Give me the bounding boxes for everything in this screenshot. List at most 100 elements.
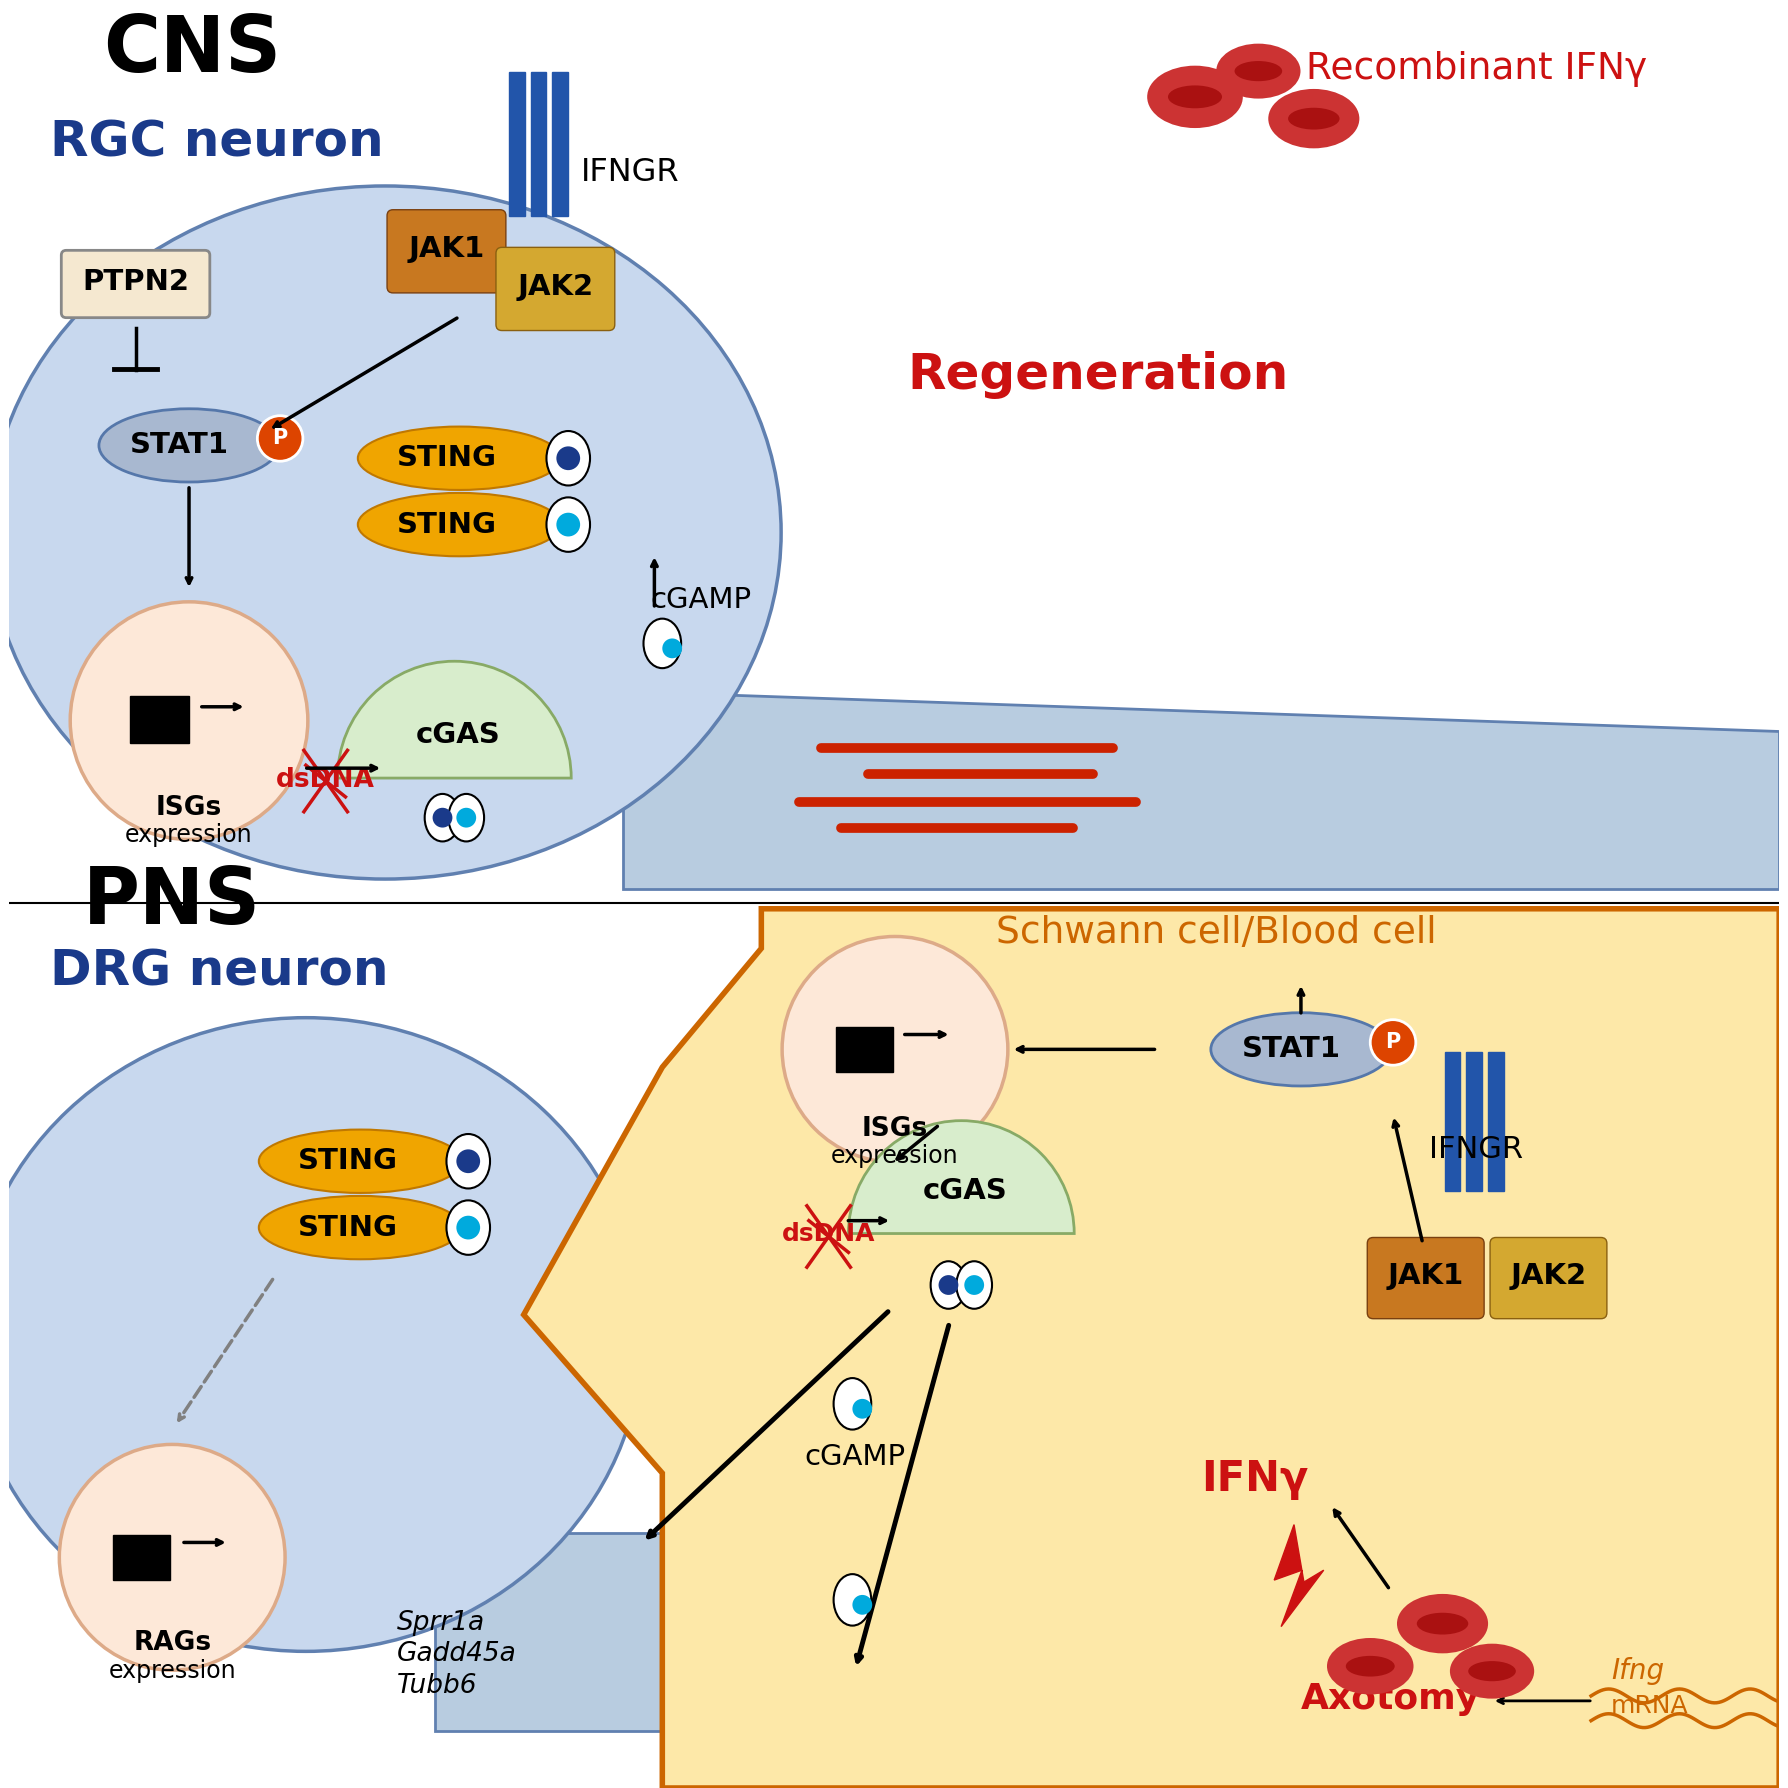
Text: Axotomy: Axotomy (1300, 1683, 1480, 1716)
Circle shape (556, 447, 579, 470)
Circle shape (556, 513, 579, 536)
Ellipse shape (1168, 86, 1221, 109)
Wedge shape (338, 662, 570, 778)
Text: STING: STING (297, 1214, 397, 1241)
FancyBboxPatch shape (61, 250, 209, 318)
Text: STAT1: STAT1 (129, 431, 229, 460)
Text: ISGs: ISGs (862, 1116, 928, 1141)
Text: JAK1: JAK1 (1387, 1262, 1464, 1291)
Circle shape (1370, 1019, 1416, 1066)
Text: STING: STING (397, 443, 497, 472)
Ellipse shape (259, 1196, 461, 1259)
Text: IFNGR: IFNGR (581, 157, 679, 188)
Wedge shape (849, 1121, 1075, 1234)
Text: expression: expression (831, 1144, 958, 1168)
Text: P: P (1386, 1032, 1400, 1053)
Ellipse shape (1216, 43, 1300, 98)
Bar (129, 696, 190, 744)
Ellipse shape (1287, 107, 1339, 129)
Ellipse shape (833, 1573, 871, 1625)
Text: DRG neuron: DRG neuron (50, 948, 390, 996)
Ellipse shape (1416, 1613, 1468, 1634)
Text: STING: STING (397, 511, 497, 538)
Ellipse shape (259, 1130, 461, 1193)
Ellipse shape (930, 1261, 966, 1309)
Text: PNS: PNS (82, 864, 261, 940)
Text: JAK2: JAK2 (1511, 1262, 1586, 1291)
FancyBboxPatch shape (495, 247, 615, 331)
Bar (552, 72, 569, 216)
Text: dsDNA: dsDNA (781, 1221, 876, 1246)
Text: P: P (272, 429, 288, 449)
Bar (1466, 1053, 1482, 1191)
Ellipse shape (1148, 66, 1243, 129)
Text: expression: expression (125, 824, 252, 848)
Text: CNS: CNS (104, 13, 281, 88)
Ellipse shape (358, 493, 561, 556)
Text: JAK1: JAK1 (408, 236, 485, 263)
Circle shape (59, 1445, 284, 1670)
Ellipse shape (1268, 89, 1359, 148)
Bar (510, 72, 524, 216)
Circle shape (781, 937, 1008, 1162)
FancyBboxPatch shape (1368, 1237, 1484, 1320)
Ellipse shape (1210, 1012, 1391, 1085)
Text: cGAMP: cGAMP (805, 1443, 907, 1472)
Bar (9, 898, 1779, 1788)
Ellipse shape (547, 497, 590, 552)
Ellipse shape (447, 1134, 490, 1189)
Bar (1445, 1053, 1461, 1191)
Text: Regeneration: Regeneration (907, 350, 1289, 399)
Text: dsDNA: dsDNA (275, 767, 375, 794)
Ellipse shape (1450, 1643, 1534, 1699)
Ellipse shape (547, 431, 590, 486)
Text: JAK2: JAK2 (517, 274, 594, 300)
Circle shape (456, 1150, 481, 1173)
Ellipse shape (0, 186, 781, 880)
Text: ISGs: ISGs (156, 796, 222, 821)
Circle shape (662, 638, 681, 658)
Bar (1488, 1053, 1504, 1191)
Text: Tubb6: Tubb6 (397, 1674, 477, 1699)
Text: Gadd45a: Gadd45a (397, 1641, 517, 1666)
Circle shape (70, 603, 308, 839)
Text: Sprr1a: Sprr1a (397, 1609, 485, 1636)
Polygon shape (1275, 1525, 1323, 1627)
Text: Recombinant IFNγ: Recombinant IFNγ (1305, 52, 1647, 88)
Ellipse shape (358, 427, 561, 490)
Text: cGAMP: cGAMP (651, 586, 751, 613)
Text: STING: STING (297, 1148, 397, 1175)
Bar (9, 13, 1779, 903)
Text: PTPN2: PTPN2 (82, 268, 190, 297)
Bar (531, 72, 547, 216)
Circle shape (964, 1275, 983, 1295)
Circle shape (853, 1595, 873, 1615)
Text: cGAS: cGAS (923, 1177, 1008, 1205)
Ellipse shape (0, 1017, 642, 1652)
Ellipse shape (1346, 1656, 1395, 1677)
Ellipse shape (644, 619, 681, 669)
Polygon shape (622, 690, 1779, 889)
Circle shape (456, 1216, 481, 1239)
Text: RAGs: RAGs (132, 1631, 211, 1656)
Circle shape (853, 1398, 873, 1418)
Ellipse shape (1468, 1661, 1516, 1681)
Ellipse shape (1234, 61, 1282, 80)
Ellipse shape (957, 1261, 992, 1309)
Ellipse shape (447, 1200, 490, 1255)
Polygon shape (434, 1532, 1779, 1731)
Circle shape (939, 1275, 958, 1295)
Polygon shape (524, 908, 1779, 1788)
Text: cGAS: cGAS (417, 722, 501, 749)
Ellipse shape (1327, 1638, 1414, 1695)
Text: IFNGR: IFNGR (1429, 1135, 1523, 1164)
Circle shape (257, 415, 302, 461)
Ellipse shape (449, 794, 485, 842)
Text: RGC neuron: RGC neuron (50, 118, 384, 166)
Ellipse shape (98, 409, 279, 483)
Text: STAT1: STAT1 (1241, 1035, 1341, 1064)
Text: Ifng: Ifng (1611, 1657, 1665, 1684)
Circle shape (456, 808, 476, 828)
Ellipse shape (1396, 1593, 1488, 1654)
Ellipse shape (833, 1379, 871, 1430)
